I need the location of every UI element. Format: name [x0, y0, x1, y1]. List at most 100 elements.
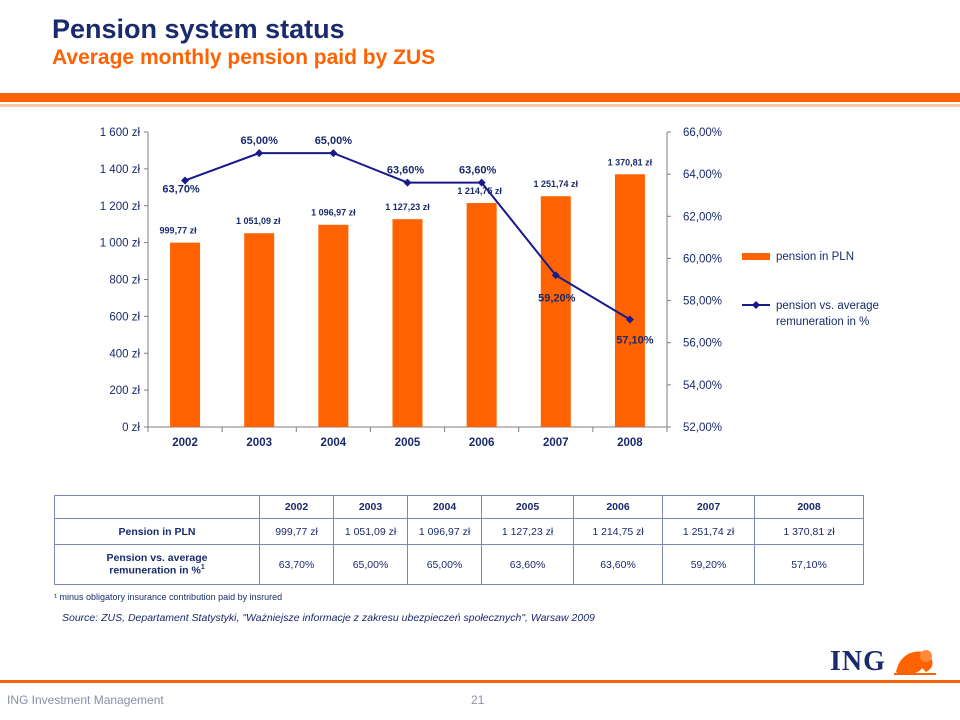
line-data-label: 59,20% — [538, 292, 576, 304]
y-right-tick-label: 52,00% — [683, 422, 722, 434]
line-point — [403, 178, 412, 187]
table-cell: 63,70% — [259, 544, 334, 585]
pension-table: 2002 2003 2004 2005 2006 2007 2008 Pensi… — [54, 495, 864, 585]
legend-line-label: pension vs. average — [776, 300, 879, 312]
y-left-tick-label: 1 400 zł — [100, 164, 141, 176]
table-cell: 999,77 zł — [259, 518, 334, 545]
line-data-label: 63,70% — [162, 183, 200, 195]
bar — [466, 203, 497, 427]
x-tick-label: 2003 — [246, 437, 272, 449]
y-left-tick-label: 1 600 zł — [100, 127, 141, 139]
x-tick-label: 2002 — [172, 437, 198, 449]
table-header-row: 2002 2003 2004 2005 2006 2007 2008 — [54, 495, 864, 519]
ing-logo: ING — [830, 644, 940, 680]
line-data-label: 65,00% — [241, 135, 279, 147]
page-number: 21 — [471, 693, 485, 707]
table-header-cell: 2002 — [259, 495, 334, 519]
legend-line-label: remuneration in % — [776, 316, 869, 328]
table-header-cell: 2007 — [662, 495, 755, 519]
table-cell: 1 051,09 zł — [333, 518, 408, 545]
line-point — [551, 271, 560, 280]
source-note: Source: ZUS, Departament Statystyki, "Wa… — [62, 612, 595, 624]
y-left-tick-label: 1 200 zł — [100, 201, 141, 213]
y-left-tick-label: 600 zł — [109, 311, 140, 323]
bar-data-label: 1 214,75 zł — [457, 186, 502, 196]
x-tick-label: 2008 — [617, 437, 643, 449]
y-left-tick-label: 800 zł — [109, 275, 140, 287]
row-label-line1: Pension vs. average — [106, 552, 208, 565]
table-cell: 57,10% — [754, 544, 864, 585]
footnote: ¹ minus obligatory insurance contributio… — [54, 592, 283, 602]
table-cell: 1 251,74 zł — [662, 518, 755, 545]
logo-text: ING — [830, 646, 886, 677]
x-tick-label: 2006 — [469, 437, 495, 449]
y-right-tick-label: 58,00% — [683, 296, 722, 308]
legend-bar-swatch — [742, 253, 770, 260]
table-header-cell: 2006 — [573, 495, 663, 519]
bar — [170, 242, 201, 427]
legend-bar-label: pension in PLN — [776, 251, 854, 263]
header-divider — [0, 93, 960, 102]
table-cell: 63,60% — [573, 544, 663, 585]
table-cell: 65,00% — [333, 544, 408, 585]
table-cell: 59,20% — [662, 544, 755, 585]
bar-data-label: 1 370,81 zł — [608, 157, 653, 167]
line-data-label: 65,00% — [315, 135, 353, 147]
table-cell: 63,60% — [481, 544, 574, 585]
y-left-tick-label: 400 zł — [109, 348, 140, 360]
table-row-label: Pension vs. average remuneration in %1 — [54, 544, 260, 585]
table-cell: 1 370,81 zł — [754, 518, 864, 545]
bar-data-label: 1 096,97 zł — [311, 208, 356, 218]
y-right-tick-label: 54,00% — [683, 380, 722, 392]
row-label-line2: remuneration in % — [109, 564, 201, 577]
y-left-tick-label: 0 zł — [122, 422, 140, 434]
x-tick-label: 2005 — [395, 437, 421, 449]
bar — [540, 196, 571, 427]
y-right-tick-label: 66,00% — [683, 127, 722, 139]
table-header-cell: 2003 — [333, 495, 408, 519]
y-right-tick-label: 60,00% — [683, 253, 722, 265]
page-title: Pension system status — [52, 14, 345, 44]
bar — [614, 174, 645, 427]
bar-data-label: 1 051,09 zł — [236, 216, 281, 226]
line-point — [625, 315, 634, 324]
row-label-superscript: 1 — [200, 564, 205, 572]
bar-data-label: 999,77 zł — [160, 226, 198, 236]
bar — [392, 219, 423, 427]
y-left-tick-label: 200 zł — [109, 385, 140, 397]
footer-divider — [0, 680, 960, 683]
table-header-cell: 2005 — [481, 495, 574, 519]
x-tick-label: 2007 — [543, 437, 569, 449]
table-header-cell — [54, 495, 260, 519]
line-point — [477, 178, 486, 187]
table-cell: 1 127,23 zł — [481, 518, 574, 545]
table-header-cell: 2004 — [407, 495, 482, 519]
table-row: Pension in PLN 999,77 zł 1 051,09 zł 1 0… — [54, 518, 864, 545]
line-data-label: 57,10% — [616, 335, 654, 347]
table-header-cell: 2008 — [754, 495, 864, 519]
table-cell: 65,00% — [407, 544, 482, 585]
footer-company: ING Investment Management — [7, 693, 164, 707]
line-data-label: 63,60% — [459, 165, 497, 177]
y-right-tick-label: 64,00% — [683, 169, 722, 181]
page-subtitle: Average monthly pension paid by ZUS — [52, 46, 436, 69]
y-right-tick-label: 56,00% — [683, 338, 722, 350]
lion-icon — [894, 650, 936, 675]
bar — [318, 224, 349, 427]
line-data-label: 63,60% — [387, 165, 425, 177]
bar-data-label: 1 127,23 zł — [385, 202, 430, 212]
bar — [244, 233, 275, 427]
table-cell: 1 096,97 zł — [407, 518, 482, 545]
y-left-tick-label: 1 000 zł — [100, 238, 141, 250]
x-tick-label: 2004 — [321, 437, 347, 449]
line-point — [181, 176, 190, 185]
pension-chart: 0 zł 200 zł 400 zł 600 zł 800 zł 1 000 zł 1 20… — [100, 127, 879, 449]
table-row-label: Pension in PLN — [54, 518, 260, 545]
table-row: Pension vs. average remuneration in %1 6… — [54, 544, 864, 585]
bar-data-label: 1 251,74 zł — [534, 179, 579, 189]
legend-line-marker — [752, 301, 760, 309]
table-cell: 1 214,75 zł — [573, 518, 663, 545]
y-right-tick-label: 62,00% — [683, 211, 722, 223]
header-divider-thin — [0, 104, 960, 107]
line-point — [255, 149, 264, 158]
